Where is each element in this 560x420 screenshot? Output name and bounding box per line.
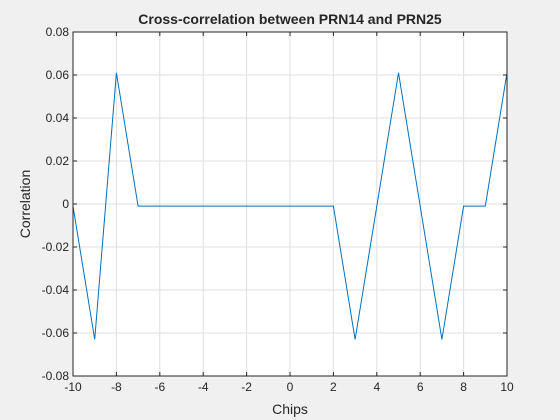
y-axis-label: Correlation <box>17 170 33 238</box>
x-tick-label: -8 <box>111 380 122 394</box>
y-tick-label: 0.06 <box>46 68 70 82</box>
x-tick-label: -2 <box>241 380 252 394</box>
y-tick-label: 0.04 <box>46 111 70 125</box>
y-tick-label: -0.06 <box>42 326 70 340</box>
axis-ticks: -10 -8 -6 -4 -2 0 2 4 6 8 10 -0.08 -0.06 -0.04 -0.02 0 0… <box>42 25 514 394</box>
x-tick-label: -10 <box>64 380 82 394</box>
x-tick-label: 4 <box>373 380 380 394</box>
y-tick-label: -0.08 <box>42 369 70 383</box>
x-tick-label: 6 <box>417 380 424 394</box>
x-tick-label: -4 <box>198 380 209 394</box>
x-tick-label: 2 <box>330 380 337 394</box>
y-tick-label: 0.02 <box>46 154 70 168</box>
x-tick-label: 0 <box>287 380 294 394</box>
x-tick-label: 10 <box>500 380 514 394</box>
x-tick-label: -6 <box>154 380 165 394</box>
x-tick-label: 8 <box>460 380 467 394</box>
x-axis-label: Chips <box>272 401 308 417</box>
y-tick-label: -0.04 <box>42 283 70 297</box>
data-series <box>72 72 508 340</box>
y-tick-label: 0 <box>62 197 69 211</box>
chart-title: Cross-correlation between PRN14 and PRN2… <box>138 11 442 27</box>
y-tick-label: -0.02 <box>42 240 70 254</box>
y-tick-label: 0.08 <box>46 25 70 39</box>
series-line <box>72 72 508 340</box>
